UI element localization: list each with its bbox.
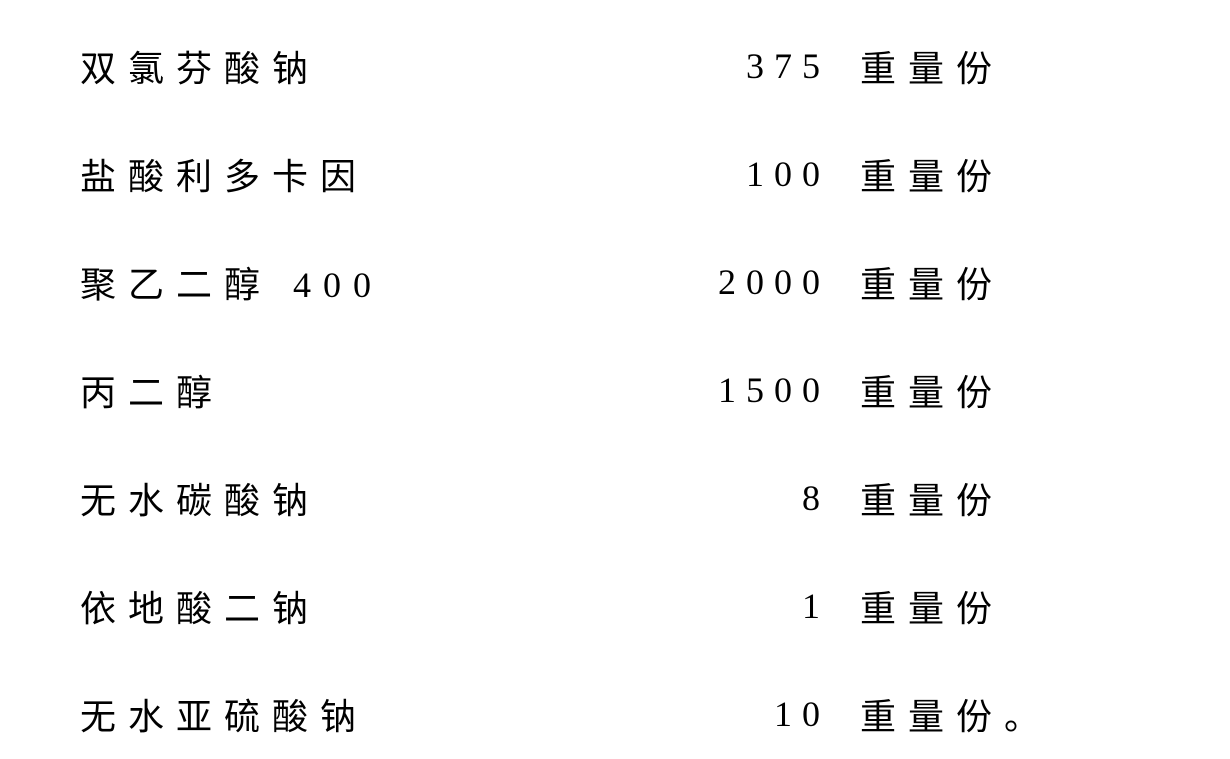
ingredient-name: 无水碳酸钠 xyxy=(80,472,580,524)
ingredient-unit: 重量份 xyxy=(860,148,1004,200)
ingredient-value: 10 xyxy=(580,693,830,735)
table-row: 无水亚硫酸钠 10 重量份。 xyxy=(80,688,1150,740)
ingredient-value: 2000 xyxy=(580,261,830,303)
ingredient-table: 双氯芬酸钠 375 重量份 盐酸利多卡因 100 重量份 聚乙二醇 400 20… xyxy=(80,40,1150,740)
ingredient-value: 1500 xyxy=(580,369,830,411)
ingredient-unit: 重量份 xyxy=(860,40,1004,92)
ingredient-name: 无水亚硫酸钠 xyxy=(80,688,580,740)
ingredient-unit: 重量份 xyxy=(860,472,1004,524)
ingredient-value: 1 xyxy=(580,585,830,627)
ingredient-value: 8 xyxy=(580,477,830,519)
table-row: 依地酸二钠 1 重量份 xyxy=(80,580,1150,632)
ingredient-name: 盐酸利多卡因 xyxy=(80,148,580,200)
ingredient-name: 依地酸二钠 xyxy=(80,580,580,632)
table-row: 盐酸利多卡因 100 重量份 xyxy=(80,148,1150,200)
table-row: 丙二醇 1500 重量份 xyxy=(80,364,1150,416)
ingredient-unit: 重量份 xyxy=(860,580,1004,632)
ingredient-unit: 重量份 xyxy=(860,256,1004,308)
ingredient-value: 375 xyxy=(580,45,830,87)
ingredient-name: 丙二醇 xyxy=(80,364,580,416)
ingredient-name: 双氯芬酸钠 xyxy=(80,40,580,92)
table-row: 聚乙二醇 400 2000 重量份 xyxy=(80,256,1150,308)
ingredient-unit: 重量份。 xyxy=(860,688,1052,740)
ingredient-name: 聚乙二醇 400 xyxy=(80,256,580,308)
ingredient-value: 100 xyxy=(580,153,830,195)
ingredient-unit: 重量份 xyxy=(860,364,1004,416)
table-row: 无水碳酸钠 8 重量份 xyxy=(80,472,1150,524)
table-row: 双氯芬酸钠 375 重量份 xyxy=(80,40,1150,92)
